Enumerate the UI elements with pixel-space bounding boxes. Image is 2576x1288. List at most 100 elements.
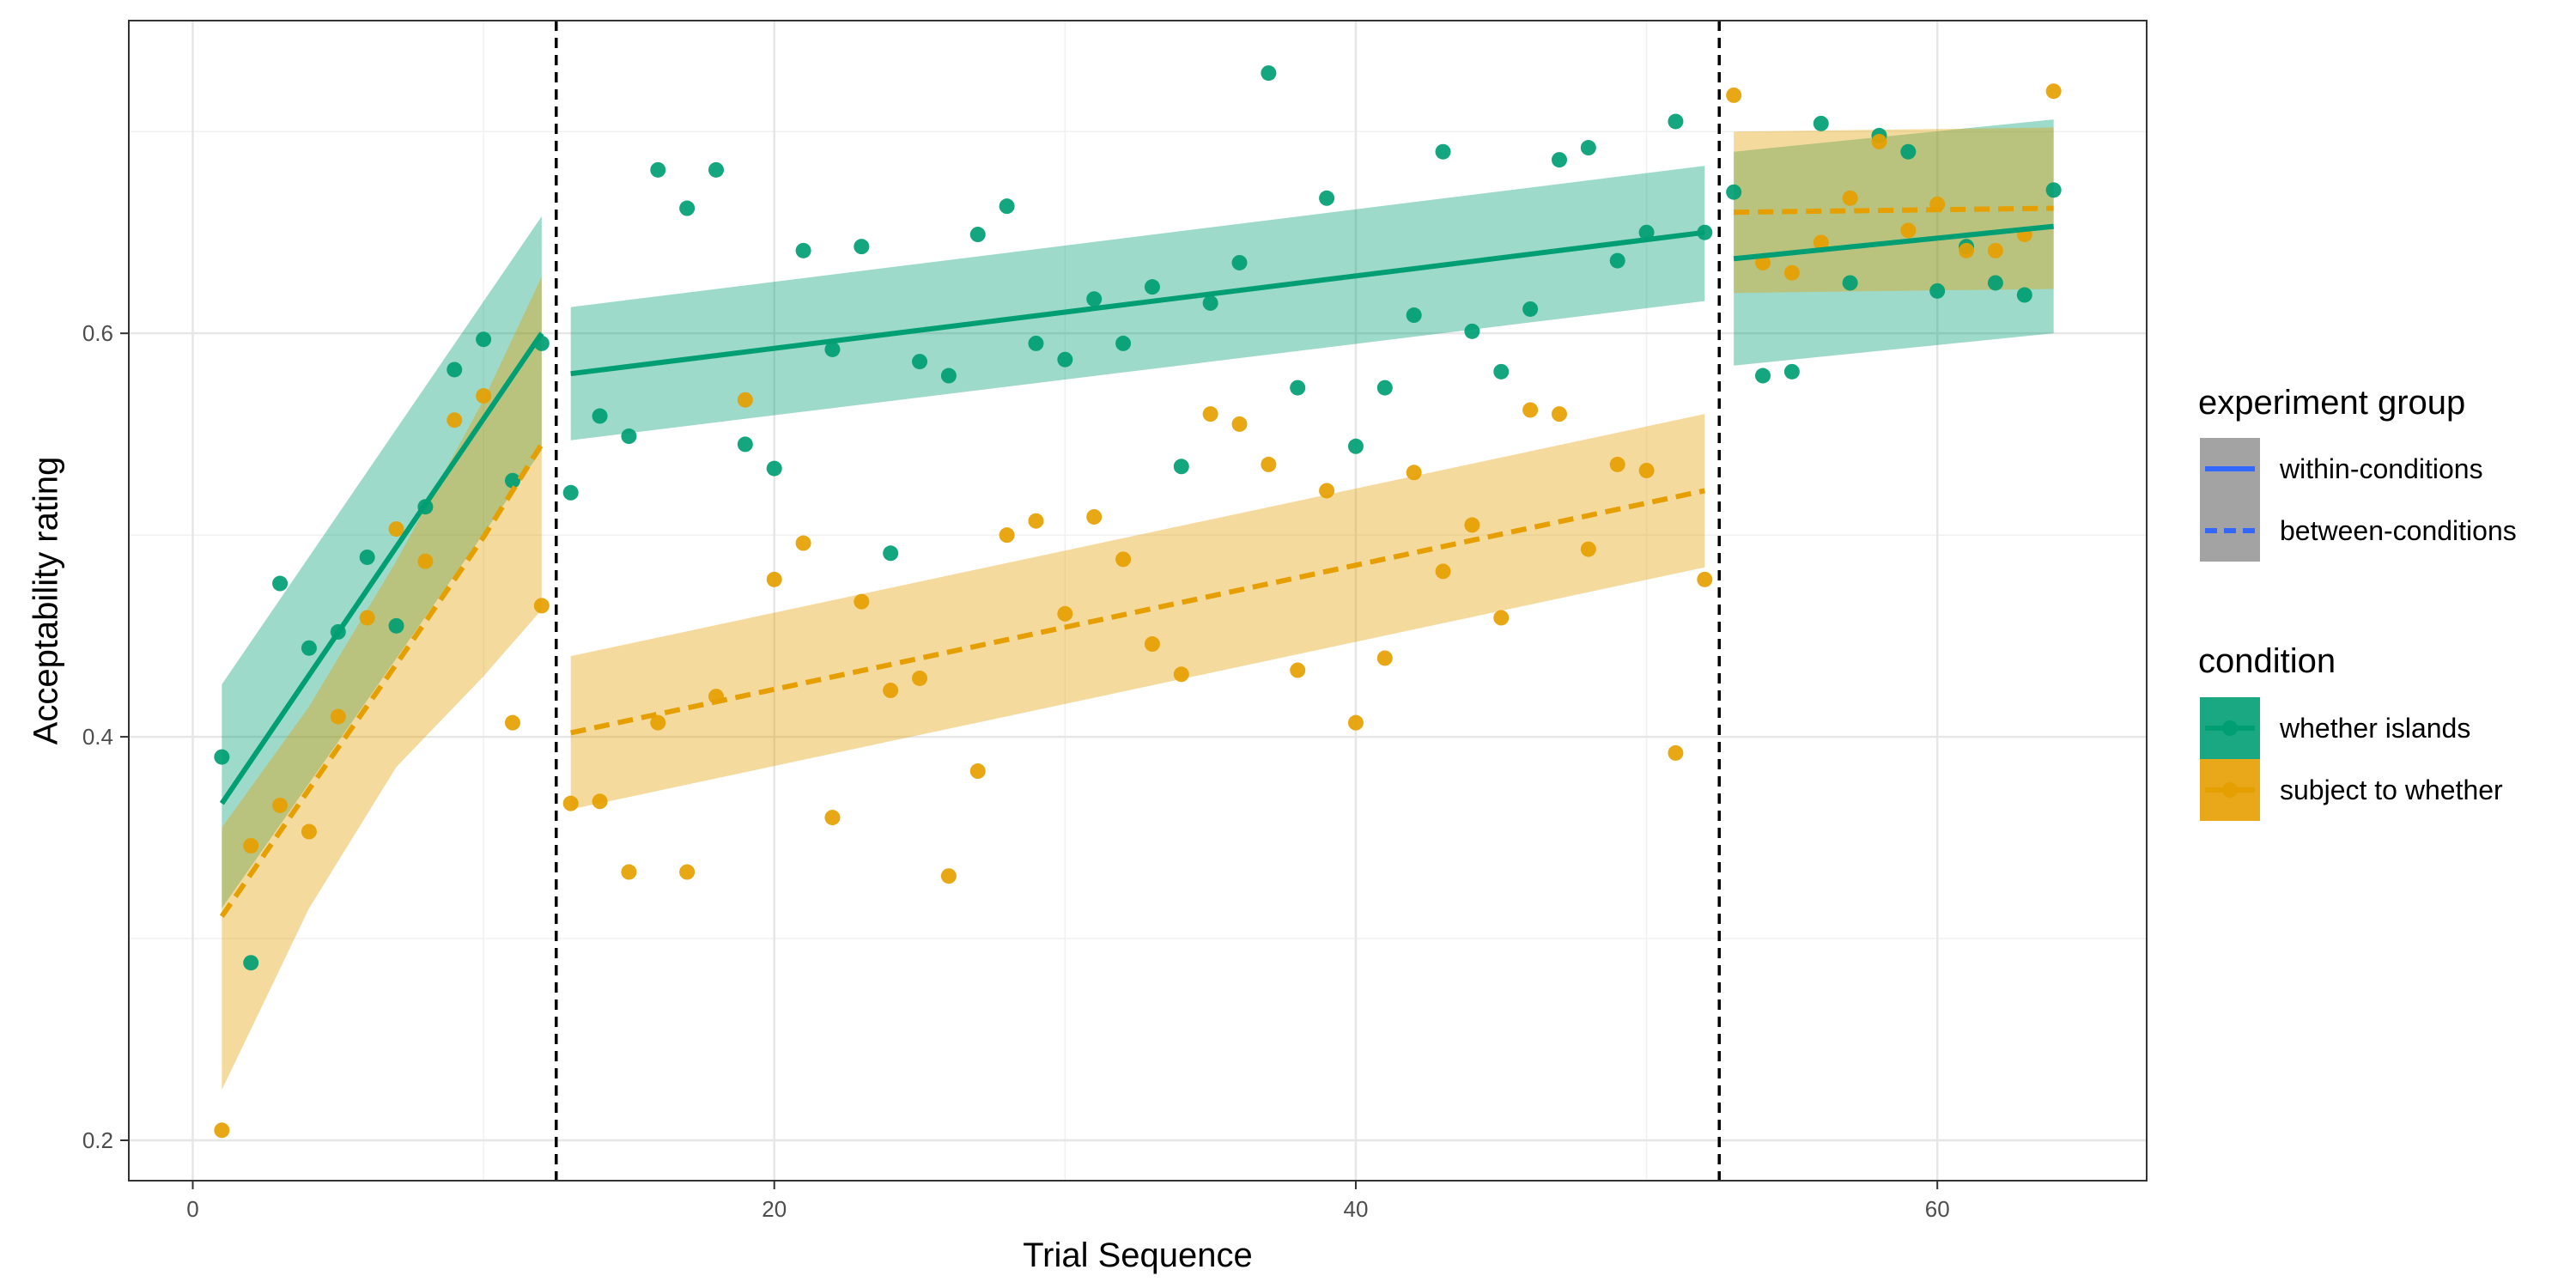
data-point-whether-islands	[1406, 307, 1422, 324]
data-point-subject-to-whether	[301, 823, 317, 840]
data-point-whether-islands	[1987, 275, 2003, 291]
legend-label: within-conditions	[2279, 453, 2483, 484]
confidence-band-0-0	[222, 216, 542, 908]
data-point-whether-islands	[1609, 252, 1625, 269]
data-point-subject-to-whether	[737, 392, 753, 408]
data-point-subject-to-whether	[447, 412, 463, 428]
fit-line-1-0	[219, 442, 544, 918]
data-point-whether-islands	[1261, 65, 1277, 82]
data-point-subject-to-whether	[1202, 406, 1218, 422]
data-point-whether-islands	[1842, 275, 1858, 291]
data-point-subject-to-whether	[1231, 416, 1248, 432]
x-axis-title: Trial Sequence	[1023, 1236, 1253, 1274]
data-point-subject-to-whether	[1376, 650, 1393, 666]
data-point-subject-to-whether	[1871, 133, 1887, 149]
data-point-whether-islands	[214, 749, 230, 765]
data-point-whether-islands	[621, 428, 637, 445]
phase-dividers	[555, 21, 1721, 1181]
data-point-subject-to-whether	[824, 810, 841, 826]
data-point-subject-to-whether	[1522, 402, 1539, 418]
data-point-whether-islands	[969, 227, 986, 243]
data-point-whether-islands	[1726, 184, 1742, 200]
data-point-whether-islands	[854, 239, 870, 255]
data-point-whether-islands	[824, 341, 841, 357]
data-point-subject-to-whether	[359, 610, 375, 626]
data-point-whether-islands	[1144, 279, 1160, 295]
data-point-whether-islands	[1580, 140, 1596, 156]
data-point-subject-to-whether	[1144, 636, 1160, 653]
data-point-subject-to-whether	[883, 683, 899, 699]
data-point-whether-islands	[1435, 143, 1451, 160]
data-point-subject-to-whether	[272, 797, 289, 813]
legend-title-condition: condition	[2198, 642, 2336, 680]
data-point-subject-to-whether	[388, 521, 404, 538]
data-point-subject-to-whether	[1435, 563, 1451, 580]
data-point-whether-islands	[1493, 363, 1510, 380]
data-point-whether-islands	[737, 436, 753, 453]
data-point-whether-islands	[447, 361, 463, 378]
data-point-whether-islands	[679, 200, 696, 216]
fit-line-0-2	[1733, 223, 2054, 262]
legend: experiment group within-conditions between…	[2198, 384, 2517, 821]
data-point-subject-to-whether	[650, 714, 666, 731]
data-point-subject-to-whether	[592, 793, 608, 810]
data-point-subject-to-whether	[243, 837, 259, 854]
data-point-subject-to-whether	[533, 598, 550, 614]
data-point-whether-islands	[1783, 363, 1800, 380]
data-point-whether-islands	[795, 242, 811, 258]
data-point-subject-to-whether	[1406, 465, 1422, 481]
data-point-whether-islands	[650, 161, 666, 178]
x-tick-label: 60	[1925, 1196, 1950, 1222]
y-tick-label: 0.2	[82, 1127, 113, 1153]
y-tick-label: 0.4	[82, 724, 113, 750]
data-point-whether-islands	[1347, 438, 1364, 454]
x-tick-label: 40	[1344, 1196, 1369, 1222]
data-point-subject-to-whether	[1987, 242, 2003, 258]
data-point-subject-to-whether	[1057, 605, 1073, 622]
legend-label: whether islands	[2279, 713, 2470, 744]
data-point-subject-to-whether	[1638, 462, 1655, 478]
data-point-subject-to-whether	[1115, 551, 1132, 568]
data-point-whether-islands	[1290, 380, 1306, 396]
data-point-whether-islands	[1522, 301, 1539, 317]
data-point-whether-islands	[1173, 459, 1189, 475]
data-point-whether-islands	[1376, 380, 1393, 396]
data-point-subject-to-whether	[1959, 242, 1975, 258]
data-point-whether-islands	[301, 640, 317, 656]
data-point-whether-islands	[1551, 152, 1567, 168]
x-tick-label: 20	[762, 1196, 787, 1222]
fit-line-0-0	[219, 331, 544, 805]
data-point-whether-islands	[1057, 351, 1073, 368]
data-point-subject-to-whether	[476, 388, 492, 404]
data-point-subject-to-whether	[679, 864, 696, 880]
data-point-subject-to-whether	[621, 864, 637, 880]
data-point-whether-islands	[388, 617, 404, 634]
legend-key-point	[2222, 720, 2238, 736]
data-point-whether-islands	[1638, 224, 1655, 240]
confidence-band-1-0	[222, 276, 542, 1091]
x-tick-label: 0	[186, 1196, 198, 1222]
data-point-subject-to-whether	[1813, 234, 1829, 251]
legend-title-experiment-group: experiment group	[2198, 384, 2465, 422]
data-point-whether-islands	[243, 955, 259, 971]
data-point-subject-to-whether	[1726, 87, 1742, 103]
data-point-subject-to-whether	[1551, 406, 1567, 422]
data-point-whether-islands	[2045, 182, 2062, 198]
data-point-whether-islands	[504, 472, 520, 489]
data-point-whether-islands	[1900, 143, 1917, 160]
data-point-whether-islands	[766, 460, 782, 477]
data-point-whether-islands	[1202, 295, 1218, 311]
data-point-whether-islands	[1115, 335, 1132, 351]
data-point-subject-to-whether	[1580, 541, 1596, 557]
data-point-whether-islands	[1319, 190, 1335, 206]
data-point-whether-islands	[1755, 368, 1771, 384]
data-point-whether-islands	[2016, 287, 2032, 303]
data-points	[214, 65, 2062, 1139]
data-point-whether-islands	[592, 408, 608, 424]
data-point-subject-to-whether	[417, 553, 434, 569]
data-point-whether-islands	[708, 161, 725, 178]
data-point-subject-to-whether	[1464, 517, 1480, 533]
data-point-subject-to-whether	[999, 527, 1015, 544]
legend-key-point	[2222, 782, 2238, 798]
data-point-subject-to-whether	[1842, 190, 1858, 206]
